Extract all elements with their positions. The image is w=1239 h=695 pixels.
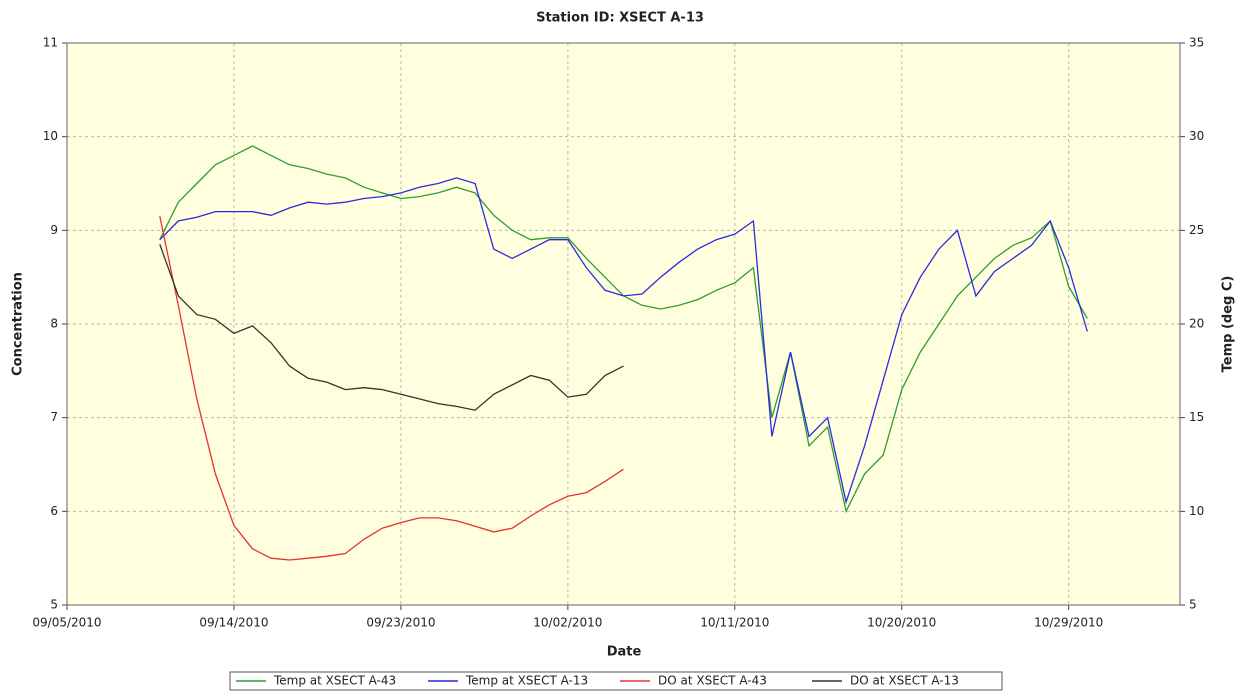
x-tick-label: 10/02/2010 — [533, 616, 602, 630]
y-tick-label: 8 — [50, 317, 58, 331]
series-line — [159, 216, 624, 561]
y2-tick-label: 25 — [1189, 223, 1204, 237]
x-tick-label: 09/23/2010 — [366, 616, 435, 630]
y2-tick-label: 15 — [1189, 410, 1204, 424]
x-tick-label: 09/05/2010 — [32, 616, 101, 630]
y2-tick-label: 10 — [1189, 504, 1204, 518]
y-tick-label: 10 — [43, 129, 58, 143]
legend-label: Temp at XSECT A-13 — [465, 674, 588, 688]
chart-title: Station ID: XSECT A-13 — [536, 11, 704, 26]
y-tick-label: 5 — [50, 598, 58, 612]
y2-tick-label: 20 — [1189, 317, 1204, 331]
y-tick-label: 11 — [43, 36, 58, 50]
y-tick-label: 7 — [50, 410, 58, 424]
y2-tick-label: 30 — [1189, 129, 1204, 143]
y2-axis-title: Temp (deg C) — [1221, 276, 1236, 373]
legend-label: DO at XSECT A-13 — [850, 674, 959, 688]
x-axis-title: Date — [607, 645, 642, 660]
legend-label: Temp at XSECT A-43 — [273, 674, 396, 688]
y-tick-label: 9 — [50, 223, 58, 237]
plot-frame — [66, 42, 1181, 606]
y2-tick-label: 5 — [1189, 598, 1197, 612]
y2-tick-label: 35 — [1189, 36, 1204, 50]
legend-box — [229, 671, 1003, 691]
x-tick-label: 10/20/2010 — [867, 616, 936, 630]
x-tick-label: 09/14/2010 — [199, 616, 268, 630]
series-line — [159, 244, 624, 411]
y-tick-label: 6 — [50, 504, 58, 518]
x-tick-label: 10/11/2010 — [700, 616, 769, 630]
plot-area — [67, 43, 1180, 605]
y-axis-title: Concentration — [11, 272, 26, 376]
series-line — [159, 177, 1088, 505]
x-tick-label: 10/29/2010 — [1034, 616, 1103, 630]
legend-label: DO at XSECT A-43 — [658, 674, 767, 688]
